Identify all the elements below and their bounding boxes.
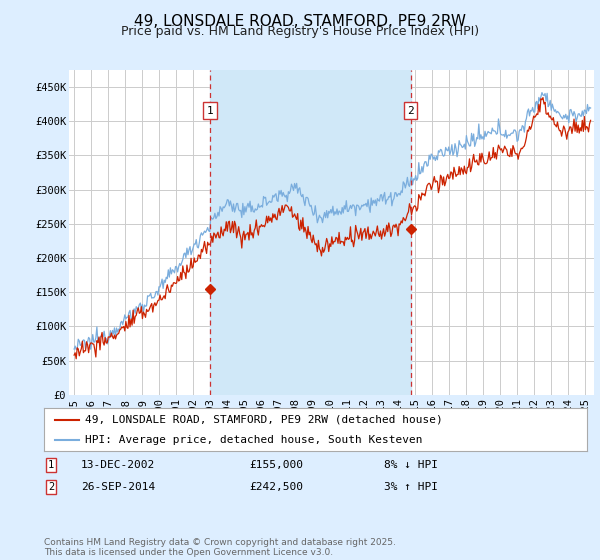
Text: £242,500: £242,500 (249, 482, 303, 492)
Text: 1: 1 (48, 460, 54, 470)
Text: 1: 1 (206, 106, 213, 115)
Text: 2: 2 (407, 106, 414, 115)
Text: 2: 2 (48, 482, 54, 492)
Text: 49, LONSDALE ROAD, STAMFORD, PE9 2RW (detached house): 49, LONSDALE ROAD, STAMFORD, PE9 2RW (de… (85, 415, 442, 424)
Text: £155,000: £155,000 (249, 460, 303, 470)
Text: 3% ↑ HPI: 3% ↑ HPI (384, 482, 438, 492)
Text: Contains HM Land Registry data © Crown copyright and database right 2025.
This d: Contains HM Land Registry data © Crown c… (44, 538, 395, 557)
Text: HPI: Average price, detached house, South Kesteven: HPI: Average price, detached house, Sout… (85, 435, 422, 445)
Bar (210, 70, 410, 395)
Text: 13-DEC-2002: 13-DEC-2002 (81, 460, 155, 470)
Text: Price paid vs. HM Land Registry's House Price Index (HPI): Price paid vs. HM Land Registry's House … (121, 25, 479, 38)
Text: 8% ↓ HPI: 8% ↓ HPI (384, 460, 438, 470)
Text: 26-SEP-2014: 26-SEP-2014 (81, 482, 155, 492)
Text: 49, LONSDALE ROAD, STAMFORD, PE9 2RW: 49, LONSDALE ROAD, STAMFORD, PE9 2RW (134, 14, 466, 29)
